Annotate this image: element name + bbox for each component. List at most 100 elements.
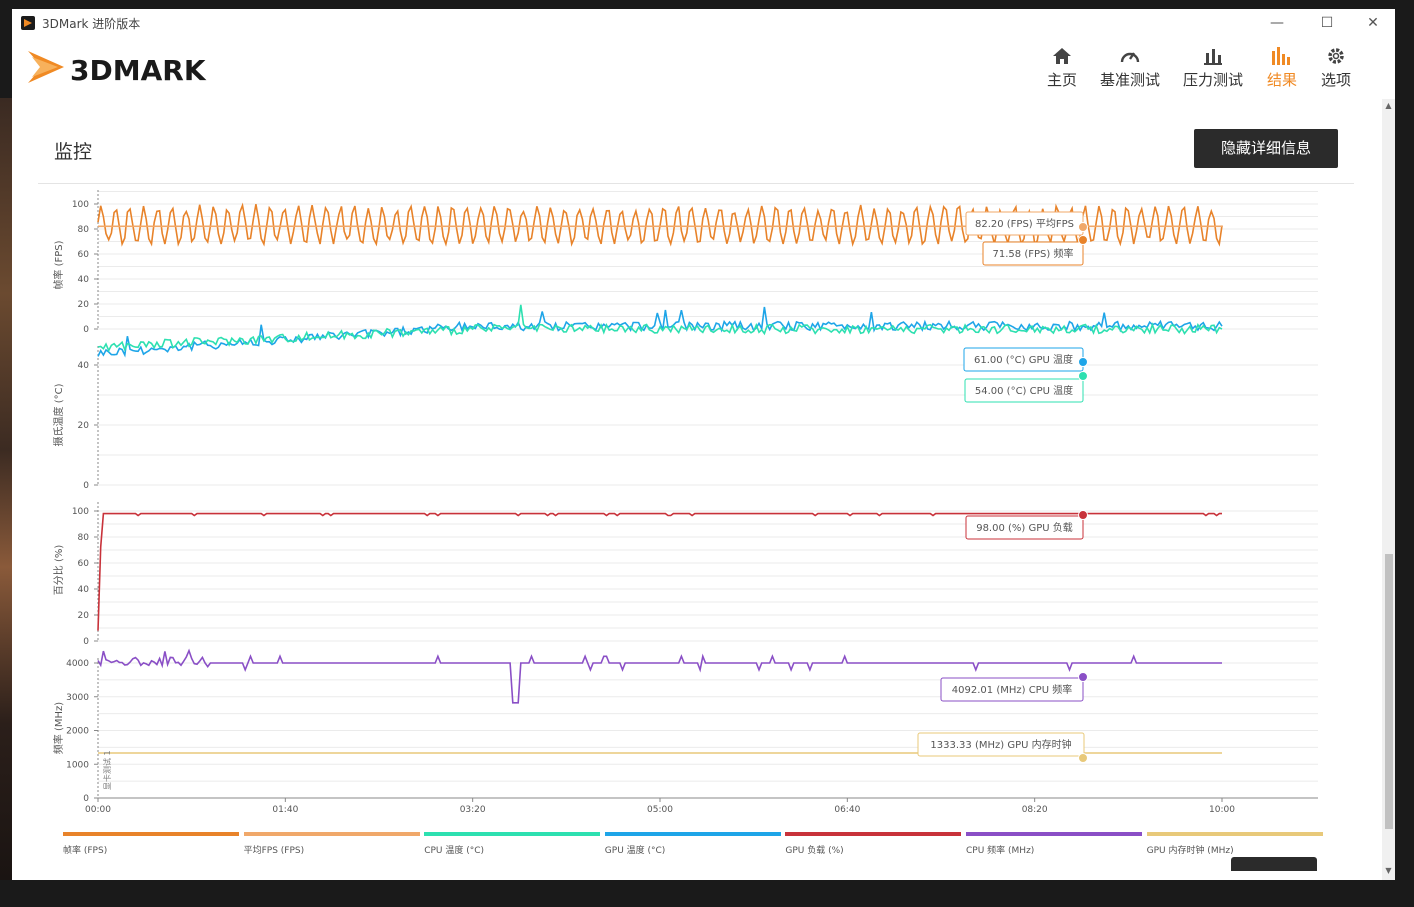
app-icon — [21, 16, 35, 30]
tooltip-avg_fps: 82.20 (FPS) 平均FPS — [975, 218, 1074, 230]
home-icon — [1042, 43, 1082, 69]
y-tick-label: 100 — [72, 507, 89, 517]
x-tick-label: 06:40 — [834, 805, 860, 815]
y-tick-label: 4000 — [66, 659, 89, 669]
nav-benchmarks[interactable]: 基准测试 — [1097, 43, 1163, 90]
x-tick-label: 08:20 — [1022, 805, 1048, 815]
legend-swatch — [966, 832, 1142, 836]
window-title: 3DMark 进阶版本 — [42, 17, 141, 31]
legend-swatch — [604, 832, 781, 836]
legend-item[interactable]: 平均FPS (FPS) — [243, 832, 420, 856]
maximize-button[interactable]: ☐ — [1320, 15, 1334, 31]
y-tick-label: 20 — [78, 611, 90, 621]
y-tick-label: 0 — [83, 794, 89, 804]
legend-item[interactable]: GPU 温度 (°C) — [604, 832, 781, 856]
y-tick-label: 100 — [72, 200, 89, 210]
x-marker-label: 显卡测试 1 — [102, 750, 112, 790]
y-tick-label: 1000 — [66, 760, 89, 770]
nav-options[interactable]: 选项 — [1316, 43, 1356, 90]
legend-item[interactable]: CPU 频率 (MHz) — [966, 832, 1142, 856]
legend-swatch — [1146, 832, 1323, 836]
legend-item[interactable]: GPU 负载 (%) — [785, 832, 962, 856]
nav-options-label: 选项 — [1320, 71, 1351, 89]
legend-swatch — [785, 832, 962, 836]
legend-label: GPU 温度 (°C) — [604, 846, 666, 856]
scroll-down-arrow[interactable]: ▼ — [1385, 866, 1392, 875]
nav-benchmarks-label: 基准测试 — [1099, 71, 1160, 89]
tooltip-box — [940, 677, 1084, 702]
y-tick-label: 2000 — [66, 727, 89, 737]
tooltip-gpu_mem: 1333.33 (MHz) GPU 内存时钟 — [930, 738, 1071, 751]
tooltip-dot — [1078, 222, 1088, 232]
tooltip-dot — [1078, 510, 1088, 520]
y-tick-label: 3000 — [66, 693, 89, 703]
tooltip-dot — [1078, 357, 1088, 367]
gauge-icon — [1097, 43, 1163, 69]
y-axis-label: 百分比 (%) — [53, 545, 65, 596]
nav-stress-tests[interactable]: 压力测试 — [1180, 43, 1246, 90]
scroll-thumb[interactable] — [1385, 554, 1393, 829]
scroll-up-arrow[interactable]: ▲ — [1385, 101, 1392, 110]
tooltip-box — [917, 732, 1085, 757]
y-tick-label: 40 — [78, 361, 90, 371]
legend-item[interactable]: 帧率 (FPS) — [63, 832, 239, 856]
title-bar: 3DMark 进阶版本 — ☐ ✕ — [12, 9, 1395, 37]
series-line-3-0 — [97, 648, 1222, 704]
series-line-1-0 — [97, 306, 1223, 358]
y-tick-label: 0 — [83, 637, 89, 647]
brand-name: 3DMARK — [70, 54, 207, 87]
hide-details-button[interactable]: 隐藏详细信息 — [1194, 129, 1338, 168]
legend-label: CPU 频率 (MHz) — [966, 846, 1035, 856]
x-tick-label: 10:00 — [1209, 805, 1235, 815]
y-tick-label: 60 — [78, 250, 90, 260]
x-tick-label: 00:00 — [85, 805, 111, 815]
tooltip-box — [964, 378, 1084, 403]
tooltip-box — [982, 241, 1084, 266]
legend-label: CPU 温度 (°C) — [424, 846, 485, 856]
y-tick-label: 40 — [78, 585, 90, 595]
legend-label: GPU 内存时钟 (MHz) — [1146, 846, 1234, 856]
legend-item[interactable]: CPU 温度 (°C) — [424, 832, 601, 856]
x-tick-label: 05:00 — [647, 805, 673, 815]
bar-chart-icon — [1180, 43, 1246, 69]
y-tick-label: 80 — [78, 533, 90, 543]
section-title: 监控 — [54, 141, 93, 163]
app-header: 3DMARK 主页 基准测试 压力测试 结果 — [12, 37, 1395, 99]
legend-swatch — [63, 832, 239, 836]
x-tick-label: 01:40 — [272, 805, 298, 815]
bottom-action-button[interactable] — [1231, 857, 1317, 871]
nav-results[interactable]: 结果 — [1262, 43, 1302, 90]
y-tick-label: 20 — [78, 421, 90, 431]
x-tick-label: 03:20 — [460, 805, 486, 815]
legend-swatch — [424, 832, 601, 836]
legend-swatch — [243, 832, 420, 836]
gear-icon — [1316, 43, 1356, 69]
legend-label: GPU 负载 (%) — [785, 846, 844, 856]
nav-home[interactable]: 主页 — [1042, 43, 1082, 90]
y-tick-label: 60 — [78, 559, 90, 569]
results-icon — [1262, 43, 1302, 69]
close-button[interactable]: ✕ — [1367, 15, 1379, 31]
nav-results-label: 结果 — [1266, 71, 1297, 89]
scrollbar[interactable]: ▲ ▼ — [1382, 99, 1395, 880]
legend-label: 帧率 (FPS) — [63, 846, 108, 856]
y-tick-label: 0 — [83, 481, 89, 491]
tooltip-dot — [1078, 753, 1088, 763]
nav-stress-tests-label: 压力测试 — [1182, 71, 1243, 89]
tooltip-dot — [1078, 235, 1088, 245]
y-axis-label: 帧率 (FPS) — [52, 240, 65, 289]
legend-item[interactable]: GPU 内存时钟 (MHz) — [1146, 832, 1323, 856]
series-line-1-1 — [97, 304, 1223, 353]
legend-label: 平均FPS (FPS) — [243, 846, 305, 856]
minimize-button[interactable]: — — [1270, 15, 1284, 31]
series-line-2-0 — [97, 512, 1222, 631]
y-tick-label: 0 — [83, 325, 89, 335]
tooltip-dot — [1078, 371, 1088, 381]
tooltip-gpu_load: 98.00 (%) GPU 负载 — [976, 521, 1073, 534]
logo: 3DMARK — [28, 43, 233, 95]
nav-home-label: 主页 — [1046, 71, 1077, 89]
tooltip-dot — [1078, 672, 1088, 682]
y-axis-label: 摄氏温度 (°C) — [52, 383, 65, 446]
y-tick-label: 80 — [78, 225, 90, 235]
